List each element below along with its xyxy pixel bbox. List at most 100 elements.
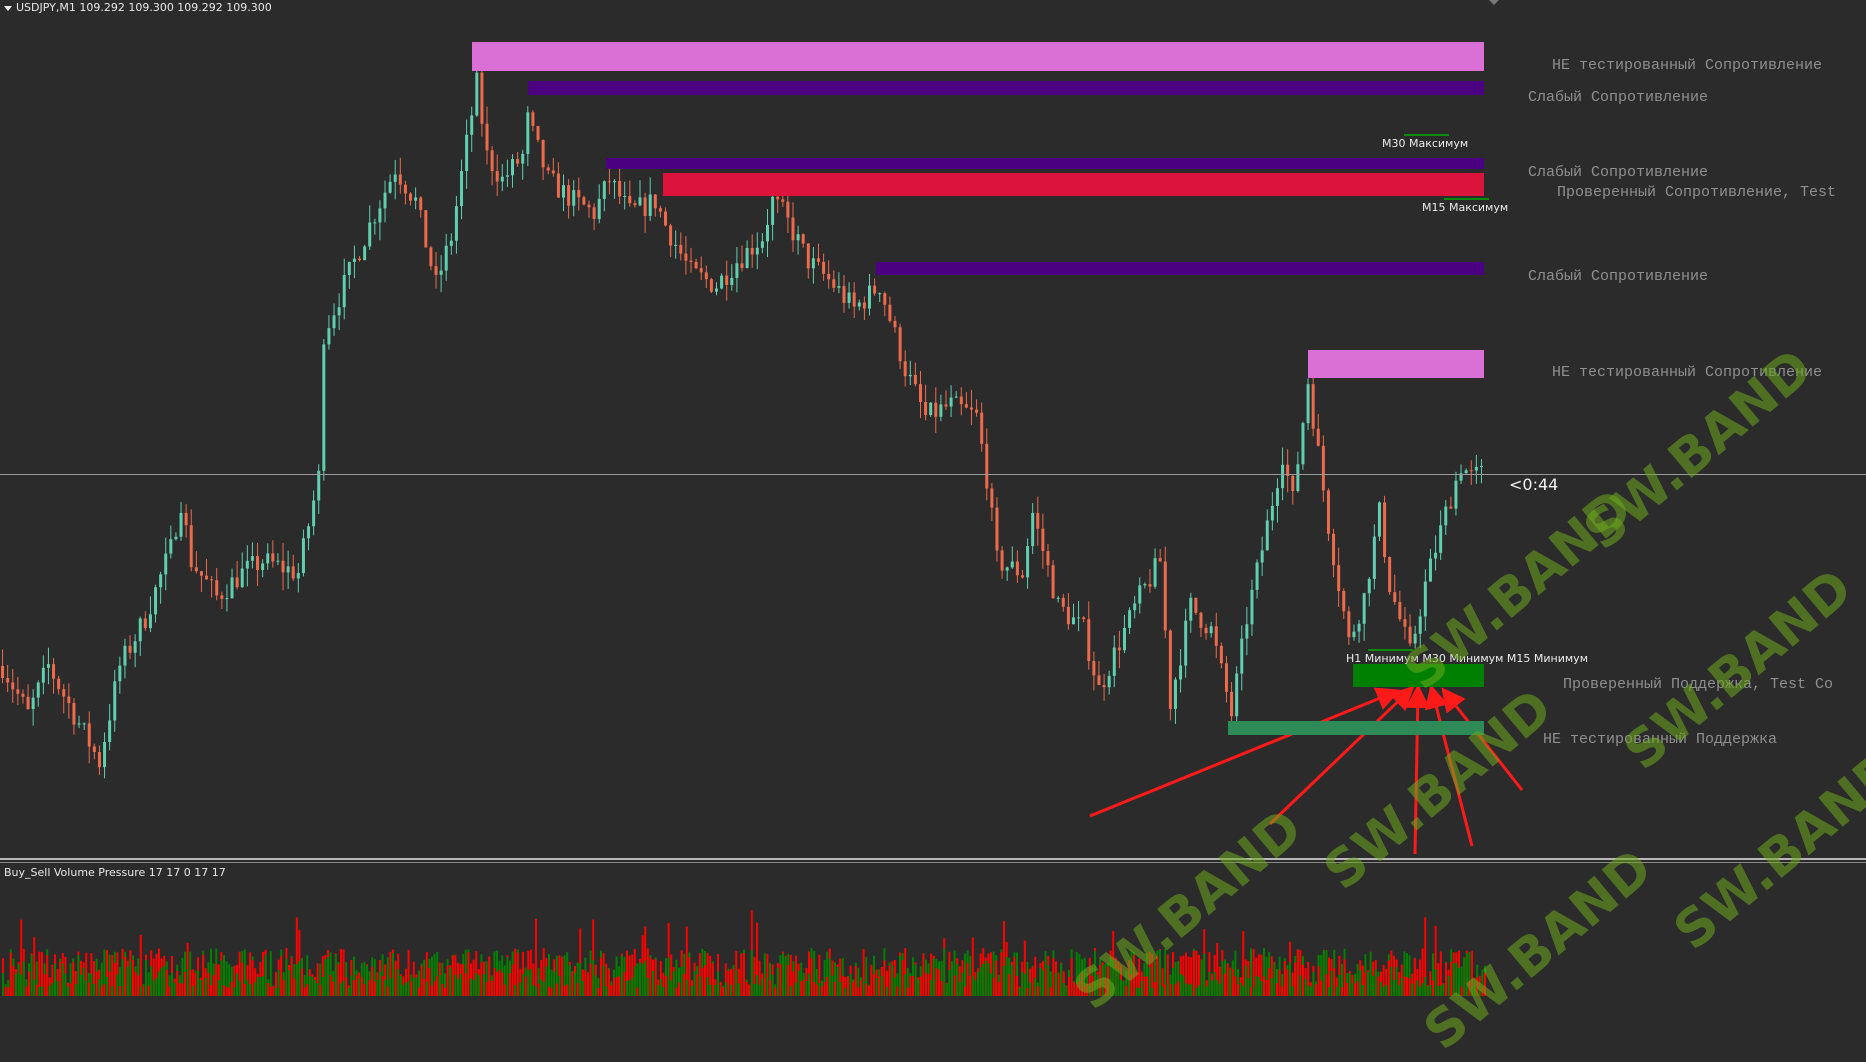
buy-volume-bar xyxy=(77,955,80,996)
buy-volume-bar xyxy=(407,981,410,996)
dropdown-triangle-icon[interactable] xyxy=(4,5,12,11)
buy-volume-bar xyxy=(597,978,600,996)
candle-body xyxy=(1449,506,1453,509)
sell-volume-bar xyxy=(511,964,514,996)
candle-body xyxy=(771,196,775,225)
sell-volume-bar xyxy=(12,965,15,996)
sell-volume-bar xyxy=(254,968,257,996)
sell-volume-bar xyxy=(1354,983,1356,996)
buy-volume-bar xyxy=(808,973,810,996)
candle-body xyxy=(1270,505,1274,521)
buy-volume-bar xyxy=(1018,987,1021,996)
buy-volume-bar xyxy=(514,984,517,996)
sell-volume-bar xyxy=(555,983,558,996)
sell-volume-bar xyxy=(316,963,319,996)
buy-volume-bar xyxy=(1078,954,1081,996)
subwindow-divider[interactable] xyxy=(0,858,1866,860)
sell-volume-bar xyxy=(935,968,938,996)
buy-volume-bar xyxy=(254,982,257,996)
sell-volume-bar xyxy=(1083,986,1086,996)
buy-volume-bar xyxy=(844,987,847,996)
price-chart[interactable] xyxy=(0,0,1866,858)
candle-body xyxy=(740,263,744,268)
buy-volume-bar xyxy=(197,970,199,996)
buy-volume-bar xyxy=(1359,970,1362,996)
candle-body xyxy=(164,553,168,575)
candle-body xyxy=(781,199,785,202)
buy-volume-bar xyxy=(475,972,478,996)
sell-volume-bar xyxy=(706,952,709,996)
buy-volume-bar xyxy=(1380,981,1382,996)
sell-volume-bar xyxy=(561,957,563,996)
buy-volume-bar xyxy=(171,972,173,996)
candle-body xyxy=(811,258,815,269)
buy-volume-bar xyxy=(1335,986,1338,996)
buy-volume-bar xyxy=(1039,967,1042,996)
buy-volume-bar xyxy=(459,973,462,996)
volume-pressure-indicator[interactable] xyxy=(0,864,1866,996)
buy-volume-bar xyxy=(1478,986,1481,996)
candle-body xyxy=(16,689,20,694)
buy-volume-bar xyxy=(61,963,64,996)
candle-body xyxy=(796,234,800,241)
candle-body xyxy=(1071,617,1075,625)
zone-resistance-untested-2 xyxy=(1308,350,1484,378)
annotation-arrow xyxy=(1268,685,1415,826)
sell-volume-bar xyxy=(839,958,842,996)
candle-body xyxy=(1434,552,1438,559)
buy-volume-bar xyxy=(930,979,933,996)
chevron-down-icon[interactable] xyxy=(1489,0,1499,5)
buy-volume-bar xyxy=(628,980,631,996)
candle-body xyxy=(363,246,367,261)
sell-volume-bar xyxy=(860,980,862,996)
zone-label: НЕ тестированный Поддержка xyxy=(1543,731,1778,748)
candle-body xyxy=(562,185,566,198)
sell-volume-bar xyxy=(753,956,756,996)
buy-volume-bar xyxy=(1187,984,1190,996)
buy-volume-bar xyxy=(956,964,959,996)
sell-volume-bar xyxy=(1343,959,1346,996)
buy-volume-bar xyxy=(865,957,868,996)
candle-body xyxy=(536,125,540,140)
buy-volume-bar xyxy=(324,959,327,996)
sell-volume-bar xyxy=(904,948,907,996)
buy-volume-bar xyxy=(220,960,223,996)
buy-volume-bar xyxy=(1101,965,1104,996)
buy-volume-bar xyxy=(116,974,119,996)
sell-volume-bar xyxy=(548,986,550,996)
sell-volume-bar xyxy=(966,962,969,996)
candle-body xyxy=(847,292,851,303)
candle-body xyxy=(1260,550,1264,563)
sell-volume-bar xyxy=(124,957,127,996)
sell-volume-bar xyxy=(969,975,972,996)
sell-volume-bar xyxy=(1481,986,1484,996)
sell-volume-bar xyxy=(59,961,62,996)
buy-volume-bar xyxy=(347,987,350,996)
zone-label: Слабый Сопротивление xyxy=(1528,89,1709,106)
buy-volume-bar xyxy=(1003,965,1005,996)
candle-body xyxy=(97,752,101,768)
buy-volume-bar xyxy=(659,979,662,996)
buy-volume-bar xyxy=(990,973,992,996)
buy-volume-bar xyxy=(763,953,766,996)
buy-volume-bar xyxy=(1120,979,1122,996)
candle-body xyxy=(480,72,484,124)
candle-body xyxy=(113,681,117,721)
sell-volume-bar xyxy=(709,955,712,996)
candle-body xyxy=(1082,617,1086,620)
candle-body xyxy=(383,192,387,209)
sell-volume-bar xyxy=(1434,925,1437,996)
sell-volume-bar xyxy=(38,951,41,996)
buy-volume-bar xyxy=(285,958,288,996)
candle-body xyxy=(143,618,147,629)
buy-volume-bar xyxy=(1250,948,1252,996)
candle-body xyxy=(638,197,642,206)
buy-volume-bar xyxy=(691,985,693,996)
sell-volume-bar xyxy=(1299,949,1302,996)
sell-volume-bar xyxy=(654,959,657,996)
buy-volume-bar xyxy=(1458,967,1460,996)
buy-volume-bar xyxy=(1177,960,1180,996)
buy-volume-bar xyxy=(857,967,860,996)
candle-body xyxy=(822,261,826,274)
m30-high-marker: M30 Максимум xyxy=(1382,134,1469,150)
